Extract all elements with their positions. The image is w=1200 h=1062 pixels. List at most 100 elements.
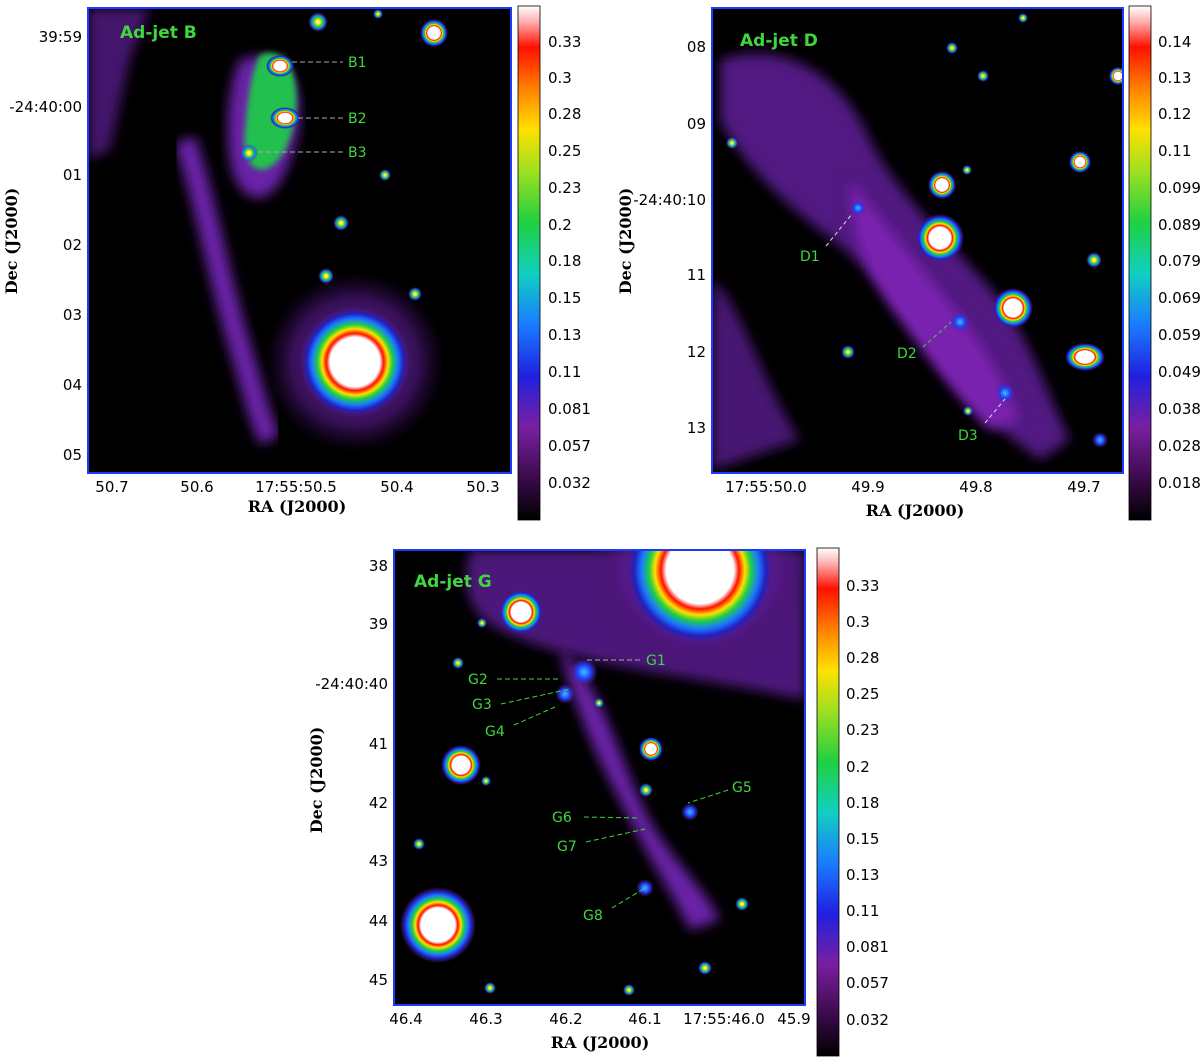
x-tick-g-5: 45.9 — [777, 1010, 810, 1028]
panel-b-x-ticks: 50.7 50.6 17:55:50.5 50.4 50.3 — [95, 478, 499, 496]
annotation-g2: G2 — [468, 672, 488, 688]
y-tick-b-3: 02 — [63, 236, 82, 254]
x-tick-g-1: 46.3 — [469, 1010, 502, 1028]
panel-g-annotations: G1 G2 G3 G4 G5 G6 G7 G8 — [468, 653, 752, 924]
y-tick-d-5: 13 — [687, 419, 706, 437]
x-tick-g-3: 46.1 — [628, 1010, 661, 1028]
panel-d-colorbar-ticks: 0.14 0.13 0.12 0.11 0.099 0.089 0.079 0.… — [1158, 33, 1200, 492]
x-tick-g-4: 17:55:46.0 — [683, 1010, 765, 1028]
x-tick-d-3: 49.7 — [1067, 478, 1100, 496]
panel-b-colorbar — [517, 5, 541, 521]
cb-tick-g-12: 0.032 — [846, 1011, 889, 1029]
y-tick-b-0: 39:59 — [39, 28, 82, 46]
cb-tick-g-3: 0.25 — [846, 685, 879, 703]
cb-tick-b-5: 0.2 — [548, 216, 572, 234]
x-tick-b-4: 50.3 — [466, 478, 499, 496]
annotation-g3: G3 — [472, 697, 492, 713]
x-tick-b-1: 50.6 — [180, 478, 213, 496]
panel-b-frame — [87, 7, 512, 474]
cb-tick-d-10: 0.038 — [1158, 400, 1200, 418]
cb-tick-d-7: 0.069 — [1158, 289, 1200, 307]
x-tick-d-1: 49.9 — [851, 478, 884, 496]
cb-tick-d-4: 0.099 — [1158, 179, 1200, 197]
y-tick-g-0: 38 — [369, 557, 388, 575]
panel-g: Ad-jet G G1 G2 G3 G4 G5 G6 G7 G8 38 39 -… — [307, 547, 889, 1057]
panel-g-x-ticks: 46.4 46.3 46.2 46.1 17:55:46.0 45.9 — [389, 1010, 810, 1028]
y-tick-d-2: -24:40:10 — [633, 191, 706, 209]
panel-d-y-ticks: 08 09 -24:40:10 11 12 13 — [633, 38, 706, 437]
panel-g-title: Ad-jet G — [414, 572, 492, 592]
annotation-d2: D2 — [897, 346, 917, 362]
y-tick-g-7: 45 — [369, 971, 388, 989]
cb-tick-d-3: 0.11 — [1158, 142, 1191, 160]
panel-g-image — [400, 550, 805, 996]
y-tick-d-3: 11 — [687, 266, 706, 284]
y-tick-b-5: 04 — [63, 376, 82, 394]
cb-tick-g-10: 0.081 — [846, 938, 889, 956]
cb-tick-g-4: 0.23 — [846, 721, 879, 739]
cb-tick-b-12: 0.032 — [548, 474, 591, 492]
panel-d-x-ticks: 17:55:50.0 49.9 49.8 49.7 — [725, 478, 1101, 496]
cb-tick-b-10: 0.081 — [548, 400, 591, 418]
x-tick-d-2: 49.8 — [959, 478, 992, 496]
y-tick-g-6: 44 — [369, 912, 388, 930]
annotation-g6: G6 — [552, 810, 572, 826]
panel-g-colorbar — [816, 547, 840, 1057]
y-tick-g-1: 39 — [369, 615, 388, 633]
panel-g-y-ticks: 38 39 -24:40:40 41 42 43 44 45 — [315, 557, 388, 989]
cb-tick-d-8: 0.059 — [1158, 326, 1200, 344]
cb-tick-b-6: 0.18 — [548, 252, 581, 270]
panel-d-colorbar — [1128, 5, 1152, 521]
y-tick-g-4: 42 — [369, 794, 388, 812]
cb-tick-b-8: 0.13 — [548, 326, 581, 344]
panel-g-colorbar-ticks: 0.33 0.3 0.28 0.25 0.23 0.2 0.18 0.15 0.… — [846, 577, 889, 1029]
annotation-d3: D3 — [958, 428, 978, 444]
x-tick-d-0: 17:55:50.0 — [725, 478, 807, 496]
annotation-g7: G7 — [557, 839, 577, 855]
panel-g-y-label: Dec (J2000) — [307, 727, 326, 834]
y-tick-b-2: 01 — [63, 166, 82, 184]
panel-b-colorbar-ticks: 0.33 0.3 0.28 0.25 0.23 0.2 0.18 0.15 0.… — [548, 33, 591, 492]
panel-d-frame — [711, 7, 1124, 474]
cb-tick-b-4: 0.23 — [548, 179, 581, 197]
panel-d-y-label: Dec (J2000) — [616, 188, 635, 295]
panel-b-y-ticks: 39:59 -24:40:00 01 02 03 04 05 — [9, 28, 82, 464]
panel-g-x-label: RA (J2000) — [551, 1033, 650, 1052]
cb-tick-d-1: 0.13 — [1158, 69, 1191, 87]
x-tick-g-2: 46.2 — [549, 1010, 582, 1028]
cb-tick-g-8: 0.13 — [846, 866, 879, 884]
x-tick-b-0: 50.7 — [95, 478, 128, 496]
cb-tick-g-0: 0.33 — [846, 577, 879, 595]
annotation-b1: B1 — [348, 55, 367, 71]
panel-d-image — [712, 13, 1123, 470]
y-tick-d-1: 09 — [687, 115, 706, 133]
cb-tick-b-9: 0.11 — [548, 363, 581, 381]
annotation-g4: G4 — [485, 724, 505, 740]
panel-b-annotations: B1 B2 B3 — [258, 55, 367, 161]
annotation-b2: B2 — [348, 111, 367, 127]
cb-tick-g-5: 0.2 — [846, 758, 870, 776]
cb-tick-g-7: 0.15 — [846, 830, 879, 848]
panel-d-annotations: D1 D2 D3 — [800, 213, 1006, 444]
cb-tick-d-2: 0.12 — [1158, 105, 1191, 123]
y-tick-d-0: 08 — [687, 38, 706, 56]
y-tick-g-2: -24:40:40 — [315, 675, 388, 693]
cb-tick-g-1: 0.3 — [846, 613, 870, 631]
cb-tick-b-1: 0.3 — [548, 69, 572, 87]
panel-d-title: Ad-jet D — [740, 31, 818, 51]
x-tick-b-2: 17:55:50.5 — [255, 478, 337, 496]
panel-b-image — [88, 8, 448, 452]
panel-b-y-label: Dec (J2000) — [2, 188, 21, 295]
cb-tick-g-2: 0.28 — [846, 649, 879, 667]
panel-d: Ad-jet D D1 D2 D3 08 09 -24:40:10 11 12 … — [616, 5, 1200, 521]
y-tick-g-3: 41 — [369, 735, 388, 753]
cb-tick-b-3: 0.25 — [548, 142, 581, 160]
cb-tick-b-7: 0.15 — [548, 289, 581, 307]
y-tick-d-4: 12 — [687, 343, 706, 361]
cb-tick-d-0: 0.14 — [1158, 33, 1191, 51]
annotation-d1: D1 — [800, 249, 820, 265]
cb-tick-d-9: 0.049 — [1158, 363, 1200, 381]
x-tick-g-0: 46.4 — [389, 1010, 422, 1028]
cb-tick-d-12: 0.018 — [1158, 474, 1200, 492]
